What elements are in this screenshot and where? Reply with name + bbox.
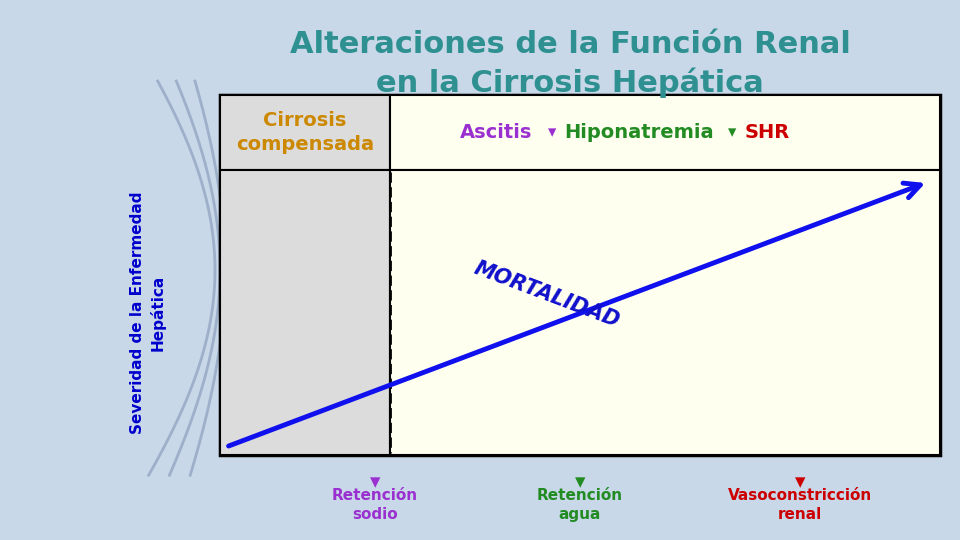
Text: Alteraciones de la Función Renal
en la Cirrosis Hepática: Alteraciones de la Función Renal en la C… <box>290 30 851 98</box>
Text: ▾: ▾ <box>795 472 805 492</box>
Text: Ascitis: Ascitis <box>460 123 533 142</box>
Text: ▾: ▾ <box>728 124 736 141</box>
Text: ▾: ▾ <box>370 472 380 492</box>
Text: MORTALIDAD: MORTALIDAD <box>471 258 623 331</box>
Text: Retención
sodio: Retención sodio <box>332 488 418 522</box>
Bar <box>220 95 940 455</box>
Text: Retención
agua: Retención agua <box>537 488 623 522</box>
Text: Cirrosis
compensada: Cirrosis compensada <box>236 111 374 154</box>
Bar <box>390 95 940 170</box>
Text: ▾: ▾ <box>575 472 586 492</box>
Text: ▾: ▾ <box>548 124 557 141</box>
Text: SHR: SHR <box>745 123 790 142</box>
Text: Severidad de la Enfermedad
Hepática: Severidad de la Enfermedad Hepática <box>130 191 166 434</box>
Bar <box>390 170 940 455</box>
Text: Hiponatremia: Hiponatremia <box>564 123 713 142</box>
Bar <box>220 170 390 455</box>
Text: Vasoconstricción
renal: Vasoconstricción renal <box>728 488 872 522</box>
Bar <box>220 95 390 170</box>
